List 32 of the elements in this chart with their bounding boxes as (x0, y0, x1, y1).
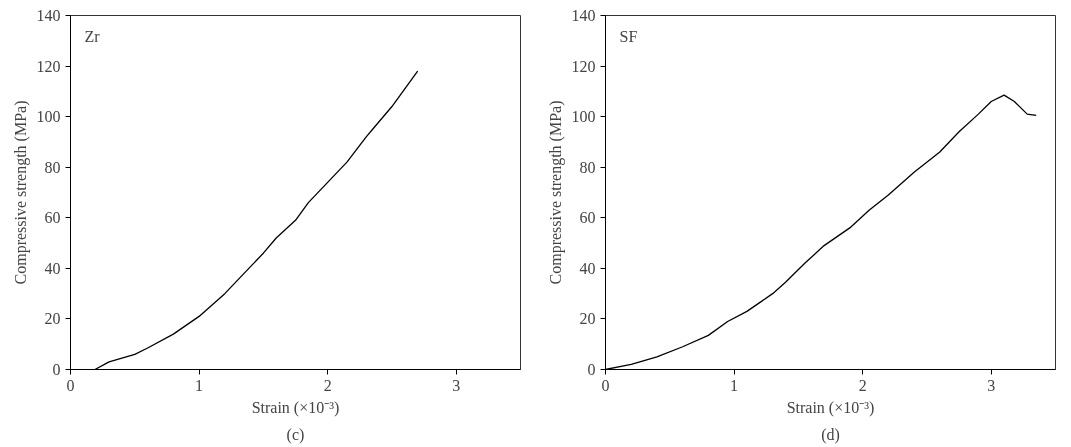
y-axis-title: Compressive strength (MPa) (546, 100, 565, 285)
x-axis-title: Strain (×10⁻³) (251, 398, 340, 417)
text: (c) (286, 425, 305, 444)
x-axis-title: Strain (×10⁻³) (786, 398, 875, 417)
y-tick-label: 120 (36, 57, 61, 75)
y-axis-title: Compressive strength (MPa) (11, 100, 30, 285)
y-tick-label: 60 (579, 209, 596, 227)
y-tick-label: 40 (579, 259, 596, 277)
y-tick-label: 20 (44, 310, 61, 328)
x-tick-label: 1 (730, 376, 739, 394)
x-tick-label: 2 (323, 376, 332, 394)
x-tick-label: 1 (195, 376, 204, 394)
y-tick-label: 80 (579, 158, 596, 176)
annotation: SF (619, 27, 638, 45)
y-tick-label: 140 (571, 7, 596, 24)
x-tick-label: 0 (66, 376, 75, 394)
y-tick-label: 140 (36, 7, 61, 24)
x-tick-label: 3 (987, 376, 996, 394)
y-tick-label: 120 (571, 57, 596, 75)
y-tick-label: 40 (44, 259, 61, 277)
y-tick-label: 0 (587, 361, 596, 378)
y-tick-label: 80 (44, 158, 61, 176)
y-tick-label: 0 (52, 361, 61, 378)
y-tick-label: 100 (571, 108, 596, 126)
y-tick-label: 100 (36, 108, 61, 126)
x-tick-label: 3 (452, 376, 461, 394)
x-tick-label: 0 (601, 376, 610, 394)
y-tick-label: 60 (44, 209, 61, 227)
annotation: Zr (84, 27, 101, 45)
x-tick-label: 2 (858, 376, 867, 394)
y-tick-label: 20 (579, 310, 596, 328)
text: (d) (821, 425, 840, 444)
